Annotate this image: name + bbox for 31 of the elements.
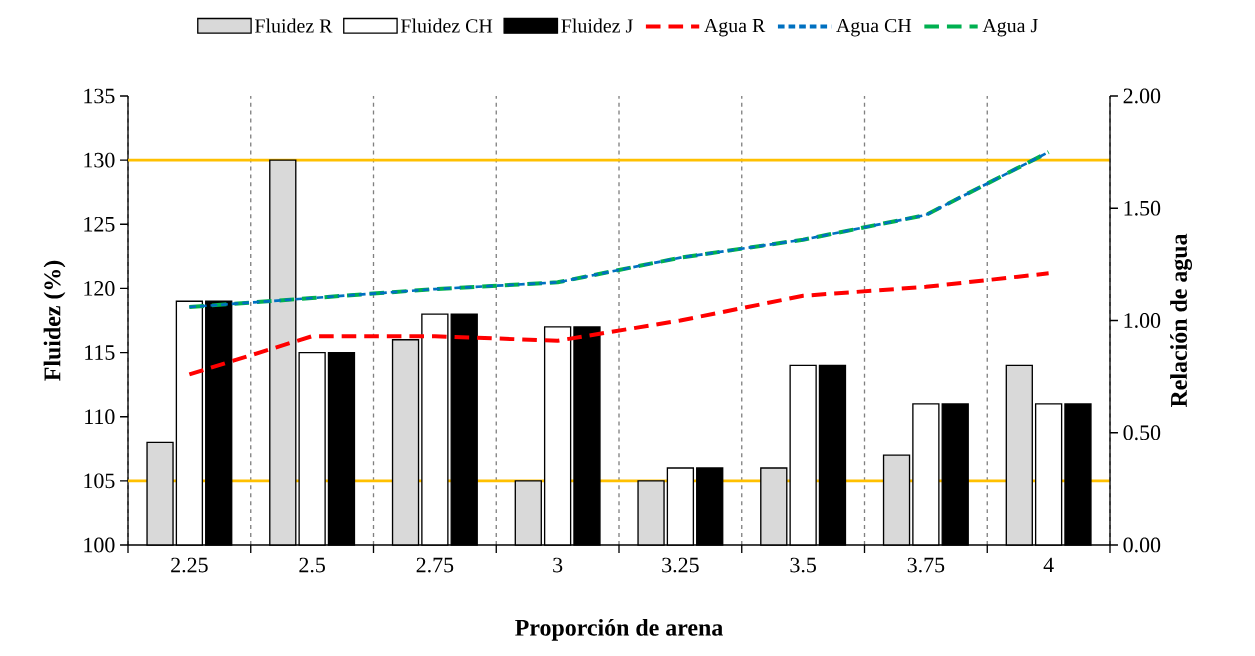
y2-tick-label: 0.00 <box>1123 537 1161 553</box>
y-tick-label: 130 <box>84 152 115 168</box>
x-tick-label: 2.75 <box>416 557 454 573</box>
y-tick-label: 120 <box>84 281 115 296</box>
legend-label: Fluidez CH <box>400 18 493 33</box>
line-series <box>187 271 1051 377</box>
y-tick-label: 135 <box>84 88 115 104</box>
y-tick-label: 115 <box>85 345 115 360</box>
y-tick-label: 125 <box>84 216 115 232</box>
legend-label: Agua J <box>982 18 1038 37</box>
y-tick-label: 100 <box>84 537 115 553</box>
legend-label: Fluidez R <box>255 18 333 33</box>
y-axis-title: Fluidez (%) <box>43 260 66 381</box>
x-tick-label: 3 <box>553 557 563 573</box>
x-tick-label: 3.75 <box>907 557 945 573</box>
x-tick-label: 3.25 <box>662 557 699 573</box>
legend-label: Fluidez J <box>561 18 633 33</box>
y-tick-label: 110 <box>85 409 115 425</box>
x-axis-title: Proporción de arena <box>515 618 723 641</box>
y2-tick-label: 0.50 <box>1123 425 1161 441</box>
y-tick-label: 105 <box>84 473 115 489</box>
x-tick-label: 2.25 <box>171 557 208 573</box>
legend-label: Agua CH <box>836 18 912 37</box>
y2-axis-title: Relación de agua <box>1170 233 1193 408</box>
x-tick-label: 3.5 <box>790 557 816 573</box>
x-tick-label: 4 <box>1043 557 1054 573</box>
y2-tick-label: 1.00 <box>1124 313 1161 328</box>
y2-tick-label: 1.50 <box>1124 200 1161 216</box>
y2-tick-label: 2.00 <box>1123 88 1161 104</box>
legend-label: Agua R <box>704 18 766 37</box>
x-tick-label: 2.5 <box>299 557 325 573</box>
